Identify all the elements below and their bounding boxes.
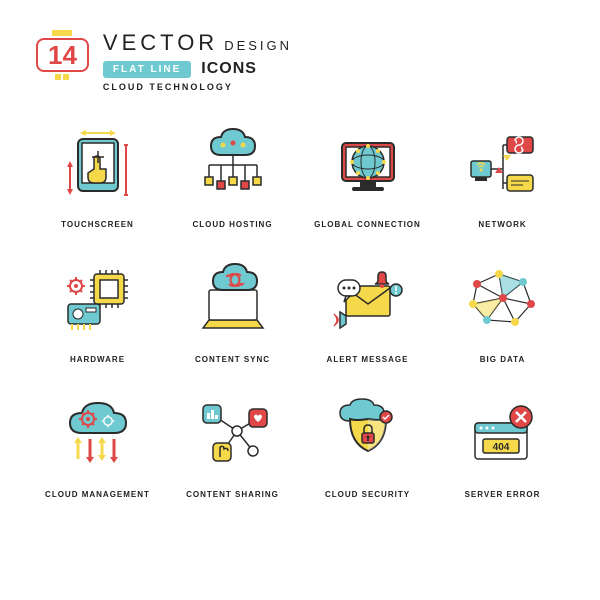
icon-label: CLOUD MANAGEMENT [45, 490, 150, 499]
icon-label: CLOUD SECURITY [325, 490, 410, 499]
icon-label: HARDWARE [70, 355, 125, 364]
icon-cell-cloud-security: CLOUD SECURITY [306, 390, 429, 499]
icon-cell-cloud-management: CLOUD MANAGEMENT [36, 390, 159, 499]
big-data-icon [458, 255, 548, 345]
badge-accent [55, 74, 69, 80]
title-design: DESIGN [224, 38, 292, 53]
header: 14 VECTOR DESIGN FLAT LINE ICONS CLOUD T… [36, 30, 564, 92]
title-block: VECTOR DESIGN FLAT LINE ICONS CLOUD TECH… [103, 30, 292, 92]
icon-label: SERVER ERROR [465, 490, 541, 499]
title-line: FLAT LINE ICONS [103, 60, 292, 78]
badge-accent [52, 30, 72, 36]
icon-label: CLOUD HOSTING [192, 220, 272, 229]
subtitle: CLOUD TECHNOLOGY [103, 82, 292, 92]
icon-label: CONTENT SHARING [186, 490, 279, 499]
count-number: 14 [36, 38, 89, 72]
category-label: ICONS [201, 60, 257, 78]
icon-cell-content-sharing: CONTENT SHARING [171, 390, 294, 499]
flat-line-tag: FLAT LINE [103, 61, 191, 78]
icon-cell-cloud-hosting: CLOUD HOSTING [171, 120, 294, 229]
icon-label: ALERT MESSAGE [327, 355, 409, 364]
global-connection-icon [323, 120, 413, 210]
icon-cell-touchscreen: TOUCHSCREEN [36, 120, 159, 229]
alert-message-icon [323, 255, 413, 345]
content-sharing-icon [188, 390, 278, 480]
icon-label: GLOBAL CONNECTION [314, 220, 421, 229]
icon-cell-alert-message: ALERT MESSAGE [306, 255, 429, 364]
cloud-management-icon [53, 390, 143, 480]
icon-label: CONTENT SYNC [195, 355, 270, 364]
icon-cell-big-data: BIG DATA [441, 255, 564, 364]
hardware-icon [53, 255, 143, 345]
count-badge: 14 [36, 30, 89, 80]
title-line: VECTOR DESIGN [103, 30, 292, 56]
content-sync-icon [188, 255, 278, 345]
icon-cell-global-connection: GLOBAL CONNECTION [306, 120, 429, 229]
cloud-security-icon [323, 390, 413, 480]
icon-cell-server-error: 404 SERVER ERROR [441, 390, 564, 499]
icon-cell-hardware: HARDWARE [36, 255, 159, 364]
server-error-icon: 404 [458, 390, 548, 480]
icon-label: NETWORK [478, 220, 526, 229]
icon-cell-content-sync: CONTENT SYNC [171, 255, 294, 364]
touchscreen-icon [53, 120, 143, 210]
cloud-hosting-icon [188, 120, 278, 210]
network-icon [458, 120, 548, 210]
icon-cell-network: NETWORK [441, 120, 564, 229]
title-vector: VECTOR [103, 30, 218, 56]
icon-label: TOUCHSCREEN [61, 220, 134, 229]
svg-text:404: 404 [492, 442, 509, 453]
icon-grid: TOUCHSCREEN CLOUD [36, 120, 564, 499]
icon-label: BIG DATA [480, 355, 525, 364]
